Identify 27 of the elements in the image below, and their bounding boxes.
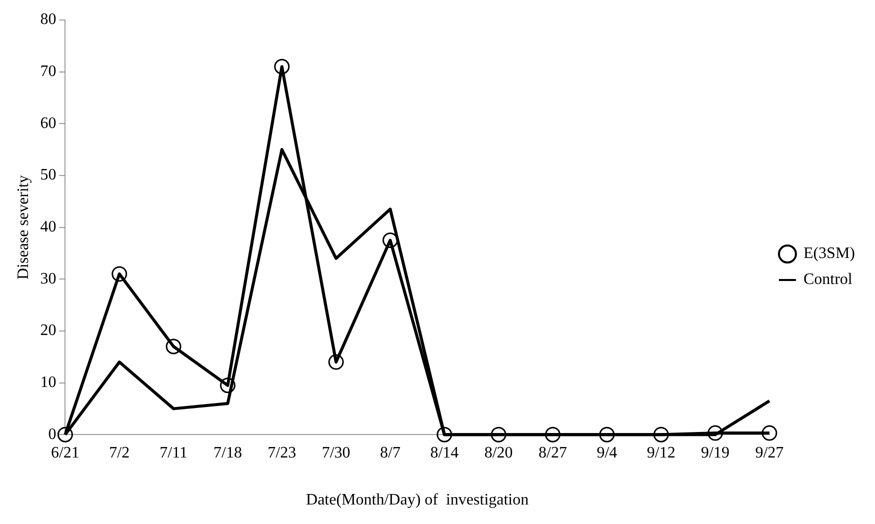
x-tick-label: 8/20	[484, 444, 513, 462]
y-tick-label: 50	[40, 166, 56, 184]
y-tick-label: 30	[40, 270, 56, 288]
x-tick-label: 7/11	[160, 444, 188, 462]
x-axis-title: Date(Month/Day) of investigation	[306, 492, 529, 509]
x-tick-label: 9/4	[596, 444, 618, 462]
x-tick-label: 8/14	[430, 444, 459, 462]
y-tick-label: 80	[40, 11, 56, 28]
x-tick-label: 7/30	[322, 444, 350, 462]
y-tick-label: 0	[48, 426, 56, 443]
y-tick-label: 70	[40, 63, 56, 80]
x-tick-label: 8/7	[380, 444, 400, 462]
legend-label: Control	[803, 271, 853, 288]
y-tick-label: 10	[40, 374, 56, 391]
y-tick-label: 60	[40, 114, 56, 132]
x-tick-label: 9/19	[701, 444, 730, 462]
y-tick-label: 20	[40, 322, 56, 340]
x-tick-label: 9/12	[646, 444, 676, 462]
x-tick-label: 7/18	[213, 444, 242, 462]
y-tick-label: 40	[40, 218, 56, 236]
x-tick-label: 9/27	[755, 444, 784, 462]
legend-label: E(3SM)	[803, 245, 856, 262]
y-axis-title: Disease severity	[14, 175, 32, 280]
x-tick-label: 8/27	[538, 444, 567, 462]
x-tick-label: 7/23	[268, 444, 296, 462]
x-tick-label: 6/21	[50, 444, 80, 462]
x-tick-label: 7/2	[109, 444, 130, 462]
